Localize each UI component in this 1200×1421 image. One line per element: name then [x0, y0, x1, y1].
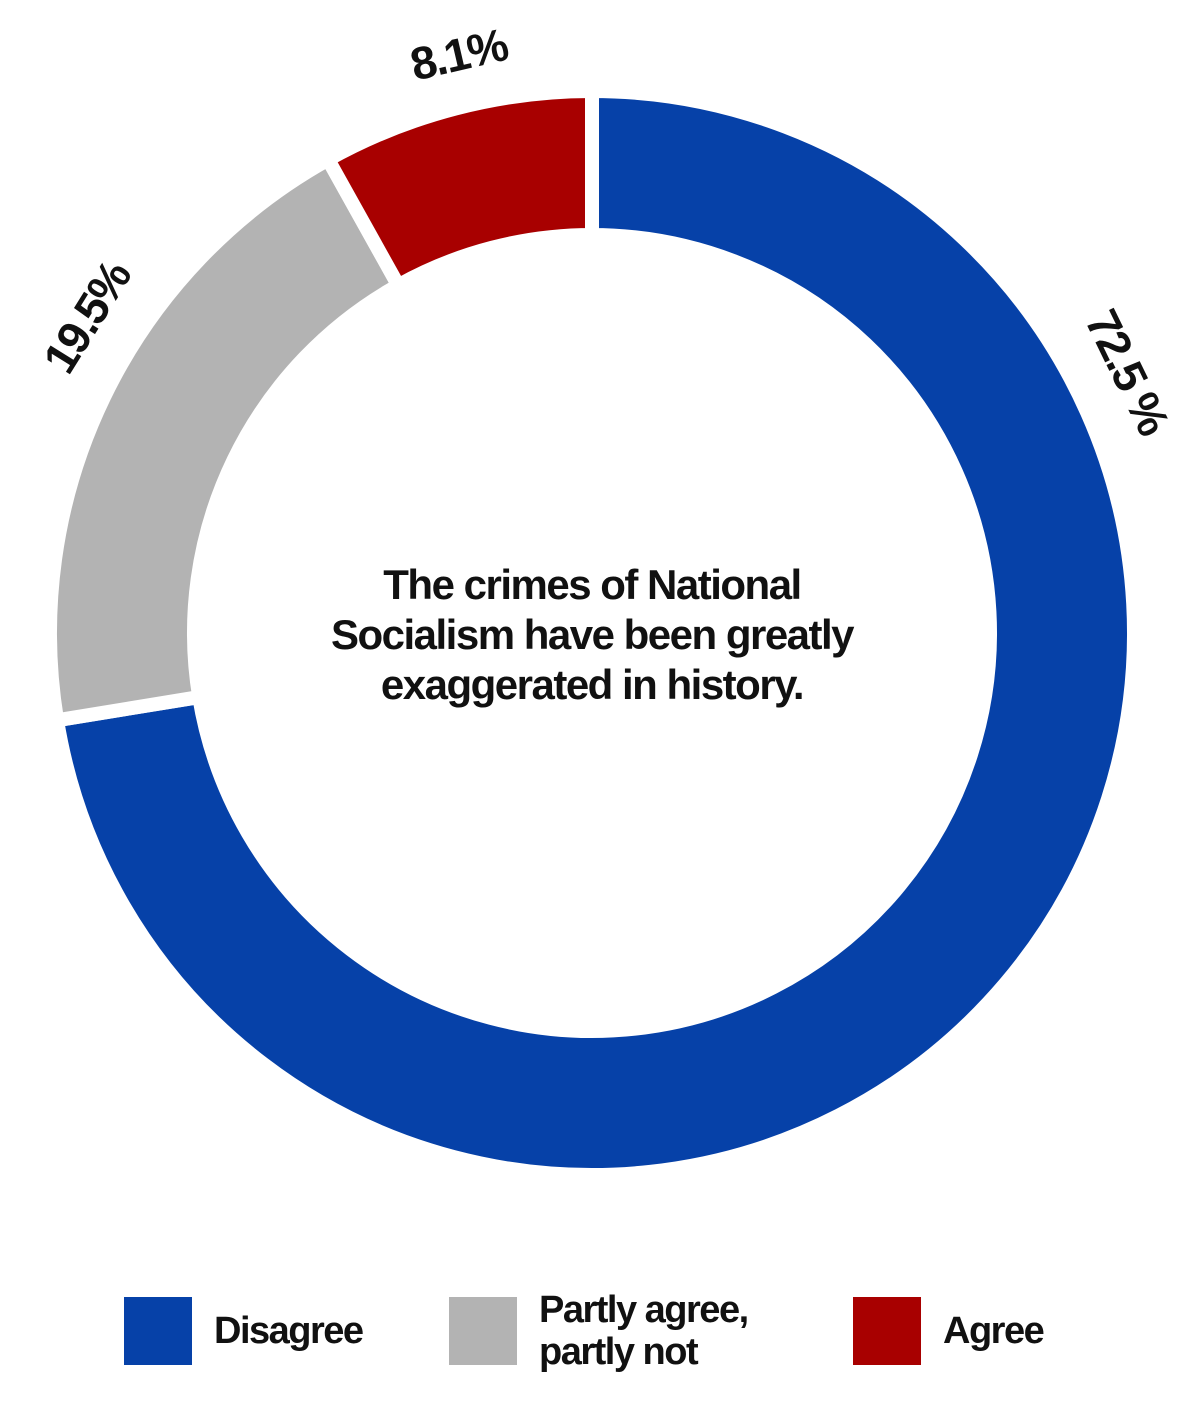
donut-segment: [318, 83, 599, 295]
chart-title: The crimes of National Socialism have be…: [330, 561, 855, 708]
legend-item: Disagree: [124, 1296, 454, 1366]
donut-segment: [49, 83, 1141, 1182]
legend-item: Partly agree, partly not: [449, 1289, 789, 1373]
donut-segment: [43, 150, 408, 729]
legend: Disagree Partly agree, partly not Agree: [0, 1289, 1200, 1406]
legend-label: Disagree: [214, 1310, 364, 1352]
legend-item: Agree: [853, 1296, 1183, 1366]
legend-label: Agree: [943, 1310, 1045, 1352]
legend-swatch: [124, 1297, 192, 1365]
legend-swatch: [853, 1297, 921, 1365]
value-label: 8.1%: [405, 18, 512, 91]
legend-label: Partly agree, partly not: [539, 1289, 749, 1373]
legend-swatch: [449, 1297, 517, 1365]
